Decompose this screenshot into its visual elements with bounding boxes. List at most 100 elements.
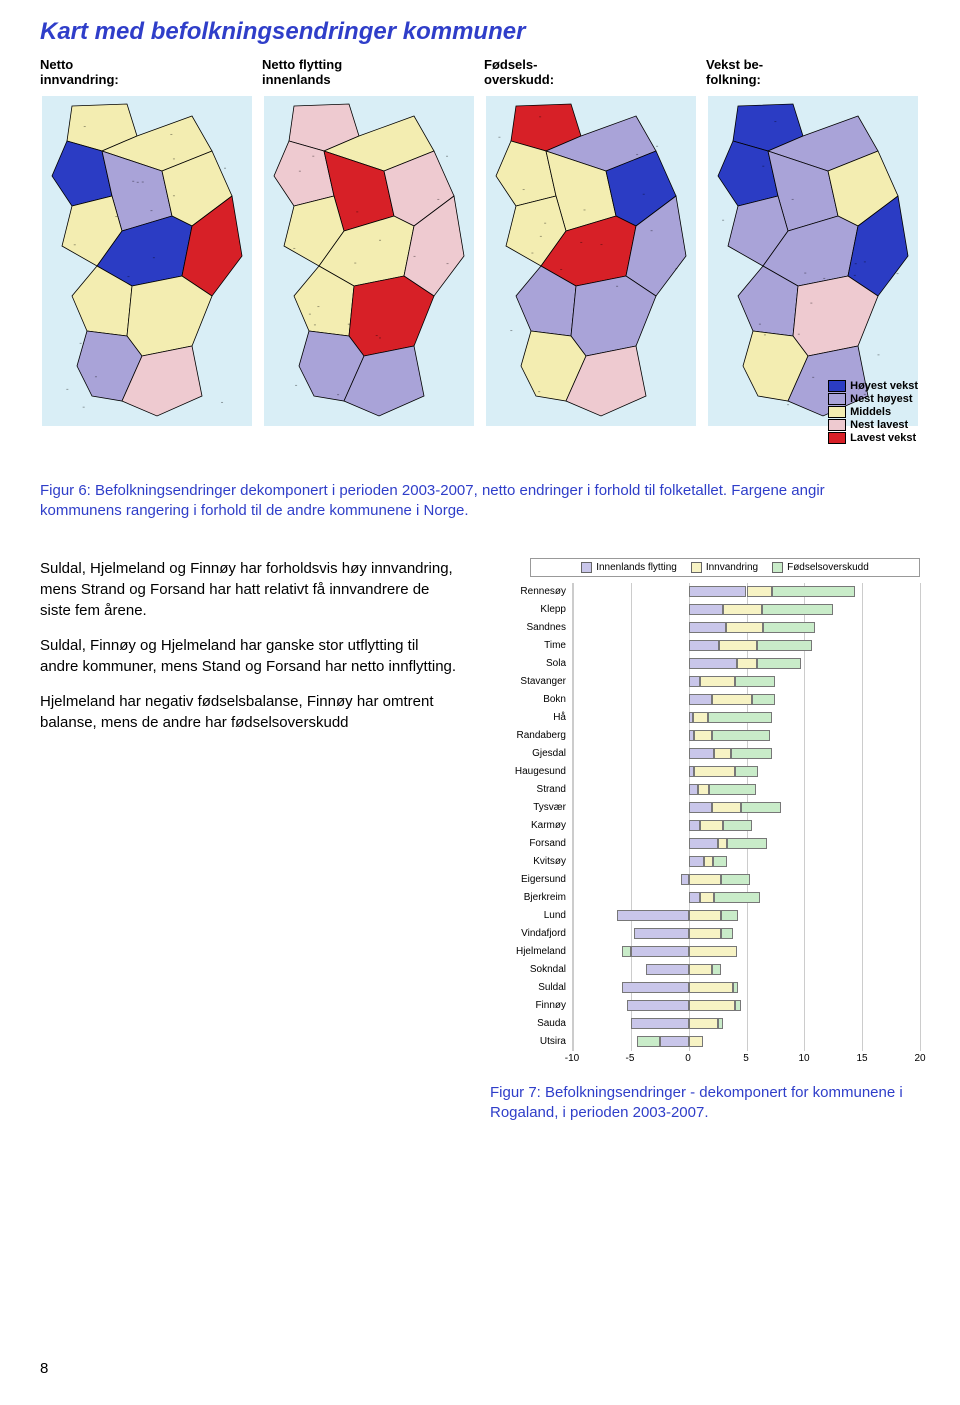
- plot-area: [572, 583, 920, 1051]
- y-label: Bjerkreim: [490, 889, 570, 907]
- chart-column: Innenlands flyttingInnvandringFødselsove…: [490, 558, 920, 1124]
- bar-segment: [723, 820, 752, 831]
- legend-label: Innvandring: [706, 562, 758, 573]
- chart-body: RennesøyKleppSandnesTimeSolaStavangerBok…: [490, 583, 920, 1073]
- map-header: Fødsels- overskudd:: [484, 58, 698, 92]
- bar-row: [573, 711, 920, 725]
- bar-segment: [622, 946, 631, 957]
- y-label: Karmøy: [490, 817, 570, 835]
- x-tick: 20: [914, 1053, 925, 1064]
- bar-segment: [689, 1018, 718, 1029]
- x-axis: -10-505101520: [572, 1053, 920, 1073]
- chart-legend-item: Innvandring: [691, 562, 758, 573]
- bar-segment: [689, 802, 712, 813]
- body-paragraph: Suldal, Hjelmeland og Finnøy har forhold…: [40, 558, 460, 621]
- bar-segment: [689, 856, 704, 867]
- map-panel: Fødsels- overskudd:: [484, 58, 698, 431]
- bar-segment: [727, 838, 767, 849]
- bar-segment: [631, 946, 689, 957]
- y-label: Klepp: [490, 601, 570, 619]
- bar-row: [573, 1035, 920, 1049]
- bar-segment: [689, 910, 721, 921]
- bar-segment: [735, 1000, 741, 1011]
- legend-swatch: [772, 562, 783, 573]
- y-label: Sandnes: [490, 619, 570, 637]
- legend-swatch: [828, 393, 846, 405]
- bar-segment: [681, 874, 689, 885]
- legend-swatch: [828, 380, 846, 392]
- y-label: Vindafjord: [490, 925, 570, 943]
- bar-segment: [712, 694, 752, 705]
- bar-segment: [689, 604, 724, 615]
- bar-segment: [660, 1036, 689, 1047]
- map-legend: Høyest vekstNest høyestMiddelsNest laves…: [828, 380, 918, 445]
- bar-segment: [689, 586, 747, 597]
- y-label: Forsand: [490, 835, 570, 853]
- bar-segment: [747, 586, 772, 597]
- x-tick: -10: [565, 1053, 579, 1064]
- y-label: Time: [490, 637, 570, 655]
- bar-segment: [772, 586, 855, 597]
- bar-segment: [622, 982, 689, 993]
- x-tick: 5: [743, 1053, 749, 1064]
- bar-segment: [735, 676, 775, 687]
- bar-segment: [689, 874, 721, 885]
- bar-segment: [757, 640, 813, 651]
- bar-segment: [714, 892, 760, 903]
- two-column-layout: Suldal, Hjelmeland og Finnøy har forhold…: [40, 558, 920, 1124]
- legend-label: Innenlands flytting: [596, 562, 677, 573]
- bar-segment: [698, 784, 710, 795]
- y-axis-labels: RennesøyKleppSandnesTimeSolaStavangerBok…: [490, 583, 570, 1051]
- legend-swatch: [828, 432, 846, 444]
- bar-row: [573, 981, 920, 995]
- legend-swatch: [828, 406, 846, 418]
- bar-row: [573, 639, 920, 653]
- x-tick: 15: [856, 1053, 867, 1064]
- bar-segment: [712, 730, 770, 741]
- legend-label: Lavest vekst: [850, 432, 916, 444]
- legend-swatch: [691, 562, 702, 573]
- bar-row: [573, 891, 920, 905]
- bar-segment: [637, 1036, 660, 1047]
- bar-segment: [757, 658, 801, 669]
- map-panel: Vekst be- folkning:: [706, 58, 920, 431]
- legend-row: Nest høyest: [828, 393, 918, 405]
- body-paragraph: Hjelmeland har negativ fødselsbalanse, F…: [40, 691, 460, 733]
- bar-row: [573, 963, 920, 977]
- y-label: Hå: [490, 709, 570, 727]
- bar-row: [573, 693, 920, 707]
- bar-segment: [646, 964, 689, 975]
- legend-row: Middels: [828, 406, 918, 418]
- bar-row: [573, 585, 920, 599]
- bar-segment: [726, 622, 763, 633]
- bar-row: [573, 765, 920, 779]
- bar-segment: [689, 622, 726, 633]
- bar-segment: [741, 802, 781, 813]
- bar-segment: [689, 928, 721, 939]
- figure6-caption: Figur 6: Befolkningsendringer dekomponer…: [40, 481, 910, 522]
- bar-segment: [689, 640, 719, 651]
- bar-segment: [731, 748, 771, 759]
- y-label: Kvitsøy: [490, 853, 570, 871]
- y-label: Sokndal: [490, 961, 570, 979]
- x-tick: 0: [685, 1053, 691, 1064]
- bar-segment: [627, 1000, 688, 1011]
- y-label: Suldal: [490, 979, 570, 997]
- map-panel: Netto innvandring:: [40, 58, 254, 431]
- y-label: Eigersund: [490, 871, 570, 889]
- map-panel: Netto flytting innenlands: [262, 58, 476, 431]
- bar-row: [573, 747, 920, 761]
- map-svg: [484, 96, 698, 431]
- legend-row: Nest lavest: [828, 419, 918, 431]
- bar-row: [573, 1017, 920, 1031]
- legend-label: Middels: [850, 406, 891, 418]
- y-label: Sola: [490, 655, 570, 673]
- y-label: Bokn: [490, 691, 570, 709]
- bar-segment: [733, 982, 739, 993]
- chart-legend-item: Innenlands flytting: [581, 562, 677, 573]
- bar-segment: [721, 928, 733, 939]
- bar-segment: [689, 1036, 703, 1047]
- bar-row: [573, 873, 920, 887]
- x-tick: 10: [798, 1053, 809, 1064]
- legend-swatch: [828, 419, 846, 431]
